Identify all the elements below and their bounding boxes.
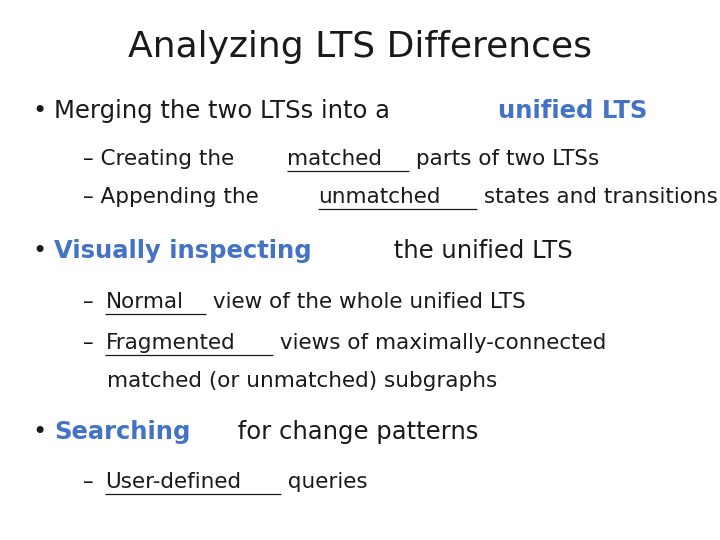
Text: matched (or unmatched) subgraphs: matched (or unmatched) subgraphs [107, 370, 497, 391]
Text: view of the whole unified LTS: view of the whole unified LTS [206, 292, 526, 313]
Text: Searching: Searching [54, 420, 190, 444]
Text: •: • [32, 239, 47, 263]
Text: User-defined: User-defined [105, 471, 241, 492]
Text: – Appending the: – Appending the [83, 187, 266, 207]
Text: matched: matched [287, 149, 382, 170]
Text: Analyzing LTS Differences: Analyzing LTS Differences [128, 30, 592, 64]
Text: •: • [32, 420, 47, 444]
Text: Fragmented: Fragmented [105, 333, 235, 353]
Text: queries: queries [281, 471, 368, 492]
Text: –: – [83, 333, 100, 353]
Text: unified LTS: unified LTS [498, 99, 647, 123]
Text: Normal: Normal [105, 292, 184, 313]
Text: Visually inspecting: Visually inspecting [54, 239, 312, 263]
Text: parts of two LTSs: parts of two LTSs [410, 149, 600, 170]
Text: states and transitions: states and transitions [477, 187, 717, 207]
Text: – Creating the: – Creating the [83, 149, 241, 170]
Text: views of maximally-connected: views of maximally-connected [273, 333, 606, 353]
Text: –: – [83, 292, 100, 313]
Text: Merging the two LTSs into a: Merging the two LTSs into a [54, 99, 397, 123]
Text: –: – [83, 471, 100, 492]
Text: the unified LTS: the unified LTS [387, 239, 573, 263]
Text: for change patterns: for change patterns [230, 420, 478, 444]
Text: unmatched: unmatched [318, 187, 441, 207]
Text: •: • [32, 99, 47, 123]
